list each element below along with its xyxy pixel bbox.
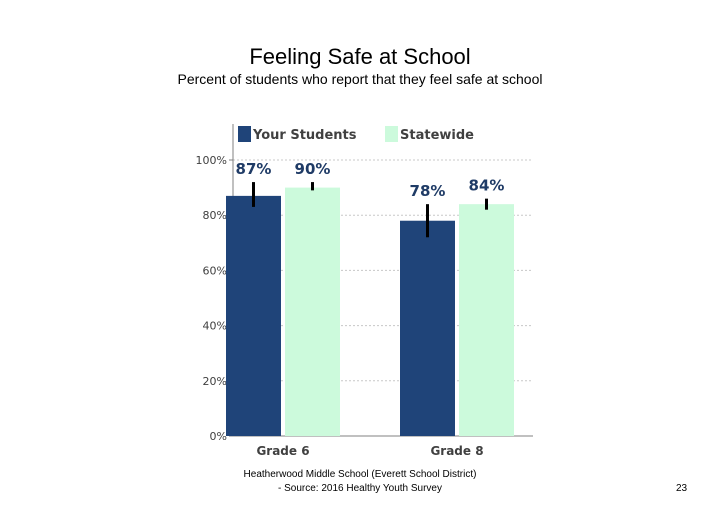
footer-school: Heatherwood Middle School (Everett Schoo…: [243, 469, 477, 480]
data-label: 87%: [236, 160, 272, 178]
slide-title: Feeling Safe at School: [249, 44, 471, 69]
page-number: 23: [676, 483, 688, 494]
footer-survey: - Source: 2016 Healthy Youth Survey: [278, 483, 442, 494]
y-tick-label: 0%: [210, 430, 227, 443]
y-tick-label: 40%: [203, 320, 227, 333]
legend-label: Statewide: [400, 128, 474, 143]
y-tick-label: 80%: [203, 209, 227, 222]
data-label: 78%: [410, 182, 446, 200]
footer-source: Heatherwood Middle School (Everett Schoo…: [200, 468, 520, 496]
legend-swatch: [385, 126, 398, 142]
bar: [226, 195, 281, 436]
bar: [400, 220, 455, 436]
bars: [226, 182, 514, 436]
data-label: 90%: [295, 160, 331, 178]
bar: [459, 204, 514, 436]
bar: [285, 187, 340, 436]
x-tick-label: Grade 8: [430, 444, 483, 458]
legend-swatch: [238, 126, 251, 142]
legend-label: Your Students: [252, 128, 357, 143]
axes: 0% 20% 40% 60% 80% 100% Grade 6 Grade 8: [196, 124, 533, 458]
y-tick-label: 20%: [203, 375, 227, 388]
slide-subtitle: Percent of students who report that they…: [177, 71, 543, 87]
data-label: 84%: [469, 177, 505, 195]
y-tick-label: 100%: [196, 154, 227, 167]
legend: Your Students Statewide: [238, 126, 474, 143]
y-tick-label: 60%: [203, 264, 227, 277]
x-tick-label: Grade 6: [256, 444, 309, 458]
data-labels: 87% 90% 78% 84%: [236, 160, 505, 200]
